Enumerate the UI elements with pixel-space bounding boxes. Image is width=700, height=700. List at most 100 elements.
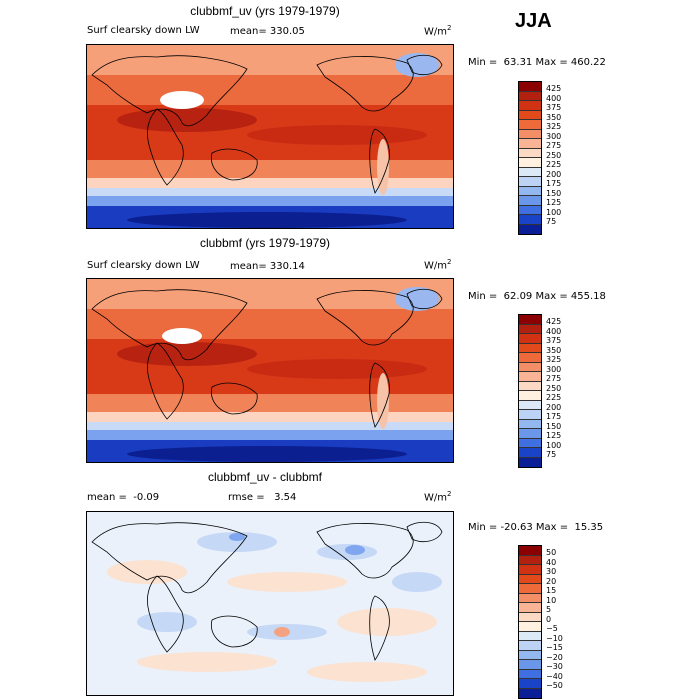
colorbar-tick-label: 175: [546, 412, 562, 421]
colorbar-swatch: [519, 650, 541, 660]
panel1-variable-label: Surf clearsky down LW: [87, 25, 200, 36]
colorbar-tick-label: 225: [546, 160, 562, 169]
colorbar-swatch: [519, 419, 541, 429]
colorbar-tick-label: 350: [546, 112, 562, 122]
panel2-units: W/m2: [424, 258, 452, 272]
colorbar-swatch: [519, 391, 541, 401]
panel1-title: clubbmf_uv (yrs 1979-1979): [190, 4, 340, 18]
colorbar-swatch: [519, 631, 541, 641]
panel2-colorbar: [518, 314, 542, 468]
panel2-minmax: Min = 62.09 Max = 455.18: [468, 291, 606, 302]
colorbar-swatch: [519, 353, 541, 363]
colorbar-swatch: [519, 546, 541, 556]
colorbar-tick-label: 225: [546, 393, 562, 402]
colorbar-tick-label: 5: [546, 605, 552, 614]
colorbar-swatch: [519, 158, 541, 168]
colorbar-tick-label: 175: [546, 179, 562, 188]
panel1-colorbar: [518, 81, 542, 235]
colorbar-tick-label: 425: [546, 317, 562, 326]
panel2-title: clubbmf (yrs 1979-1979): [199, 236, 331, 250]
colorbar-swatch: [519, 196, 541, 206]
colorbar-tick-label: 250: [546, 383, 562, 393]
colorbar-tick-label: 400: [546, 326, 562, 336]
colorbar-swatch: [519, 612, 541, 622]
colorbar-swatch: [519, 555, 541, 565]
colorbar-tick-label: 275: [546, 141, 562, 150]
colorbar-tick-label: 250: [546, 150, 562, 160]
colorbar-swatch: [519, 603, 541, 613]
colorbar-swatch: [519, 129, 541, 139]
colorbar-swatch: [519, 457, 541, 467]
colorbar-tick-label: −15: [546, 643, 563, 652]
colorbar-swatch: [519, 167, 541, 177]
colorbar-swatch: [519, 224, 541, 234]
panel3-colorbar-labels: 50 40 30 20 15 10 5 0 −5 −10 −15 −20 −30 −40 −50: [546, 548, 563, 691]
colorbar-tick-label: 325: [546, 122, 562, 131]
colorbar-tick-label: 10: [546, 595, 557, 605]
colorbar-swatch: [519, 660, 541, 670]
colorbar-swatch: [519, 101, 541, 111]
colorbar-tick-label: 400: [546, 93, 562, 103]
colorbar-swatch: [519, 574, 541, 584]
panel3-rmse-label: rmse = 3.54: [228, 492, 297, 503]
panel3-minmax: Min = -20.63 Max = 15.35: [468, 522, 604, 533]
panel3-colorbar: [518, 545, 542, 699]
season-label: JJA: [515, 10, 552, 32]
colorbar-tick-label: 75: [546, 217, 557, 226]
colorbar-swatch: [519, 584, 541, 594]
colorbar-tick-label: 125: [546, 431, 562, 440]
colorbar-tick-label: 375: [546, 103, 562, 112]
colorbar-swatch: [519, 400, 541, 410]
colorbar-tick-label: 325: [546, 355, 562, 364]
colorbar-swatch: [519, 362, 541, 372]
colorbar-swatch: [519, 372, 541, 382]
panel1-map: [86, 44, 454, 229]
colorbar-tick-label: 300: [546, 131, 562, 141]
colorbar-tick-label: 40: [546, 557, 557, 567]
colorbar-swatch: [519, 429, 541, 439]
panel3-map: [86, 511, 454, 696]
colorbar-swatch: [519, 120, 541, 130]
panel1-units: W/m2: [424, 24, 452, 38]
colorbar-swatch: [519, 448, 541, 458]
panel1-mean-label: mean= 330.05: [230, 26, 305, 37]
colorbar-swatch: [519, 679, 541, 689]
colorbar-tick-label: 50: [546, 548, 557, 557]
colorbar-swatch: [519, 215, 541, 225]
colorbar-tick-label: 150: [546, 421, 562, 431]
colorbar-tick-label: 20: [546, 576, 557, 586]
colorbar-swatch: [519, 381, 541, 391]
colorbar-tick-label: 100: [546, 440, 562, 450]
colorbar-tick-label: 15: [546, 586, 557, 595]
colorbar-tick-label: 375: [546, 336, 562, 345]
colorbar-swatch: [519, 334, 541, 344]
colorbar-tick-label: 200: [546, 402, 562, 412]
colorbar-swatch: [519, 622, 541, 632]
colorbar-tick-label: −50: [546, 681, 563, 690]
panel2-colorbar-labels: 425 400 375 350 325 300 275 250 225 200 175 150 125 1…: [546, 317, 561, 460]
colorbar-swatch: [519, 205, 541, 215]
colorbar-swatch: [519, 82, 541, 92]
colorbar-swatch: [519, 91, 541, 101]
colorbar-swatch: [519, 593, 541, 603]
colorbar-tick-label: 275: [546, 374, 562, 383]
colorbar-swatch: [519, 186, 541, 196]
colorbar-tick-label: 0: [546, 614, 552, 624]
colorbar-swatch: [519, 438, 541, 448]
panel2-variable-label: Surf clearsky down LW: [87, 260, 200, 271]
colorbar-tick-label: −40: [546, 671, 563, 681]
panel1-minmax: Min = 63.31 Max = 460.22: [468, 57, 606, 68]
colorbar-tick-label: 350: [546, 345, 562, 355]
panel1-colorbar-labels: 425 400 375 350 325 300 275 250 225 200 175 150 125 1…: [546, 84, 561, 227]
colorbar-swatch: [519, 315, 541, 325]
colorbar-swatch: [519, 148, 541, 158]
colorbar-tick-label: −10: [546, 633, 563, 643]
colorbar-swatch: [519, 324, 541, 334]
colorbar-swatch: [519, 410, 541, 420]
colorbar-swatch: [519, 641, 541, 651]
colorbar-swatch: [519, 177, 541, 187]
colorbar-tick-label: 150: [546, 188, 562, 198]
panel3-title: clubbmf_uv - clubbmf: [207, 470, 323, 484]
colorbar-swatch: [519, 669, 541, 679]
colorbar-tick-label: 425: [546, 84, 562, 93]
